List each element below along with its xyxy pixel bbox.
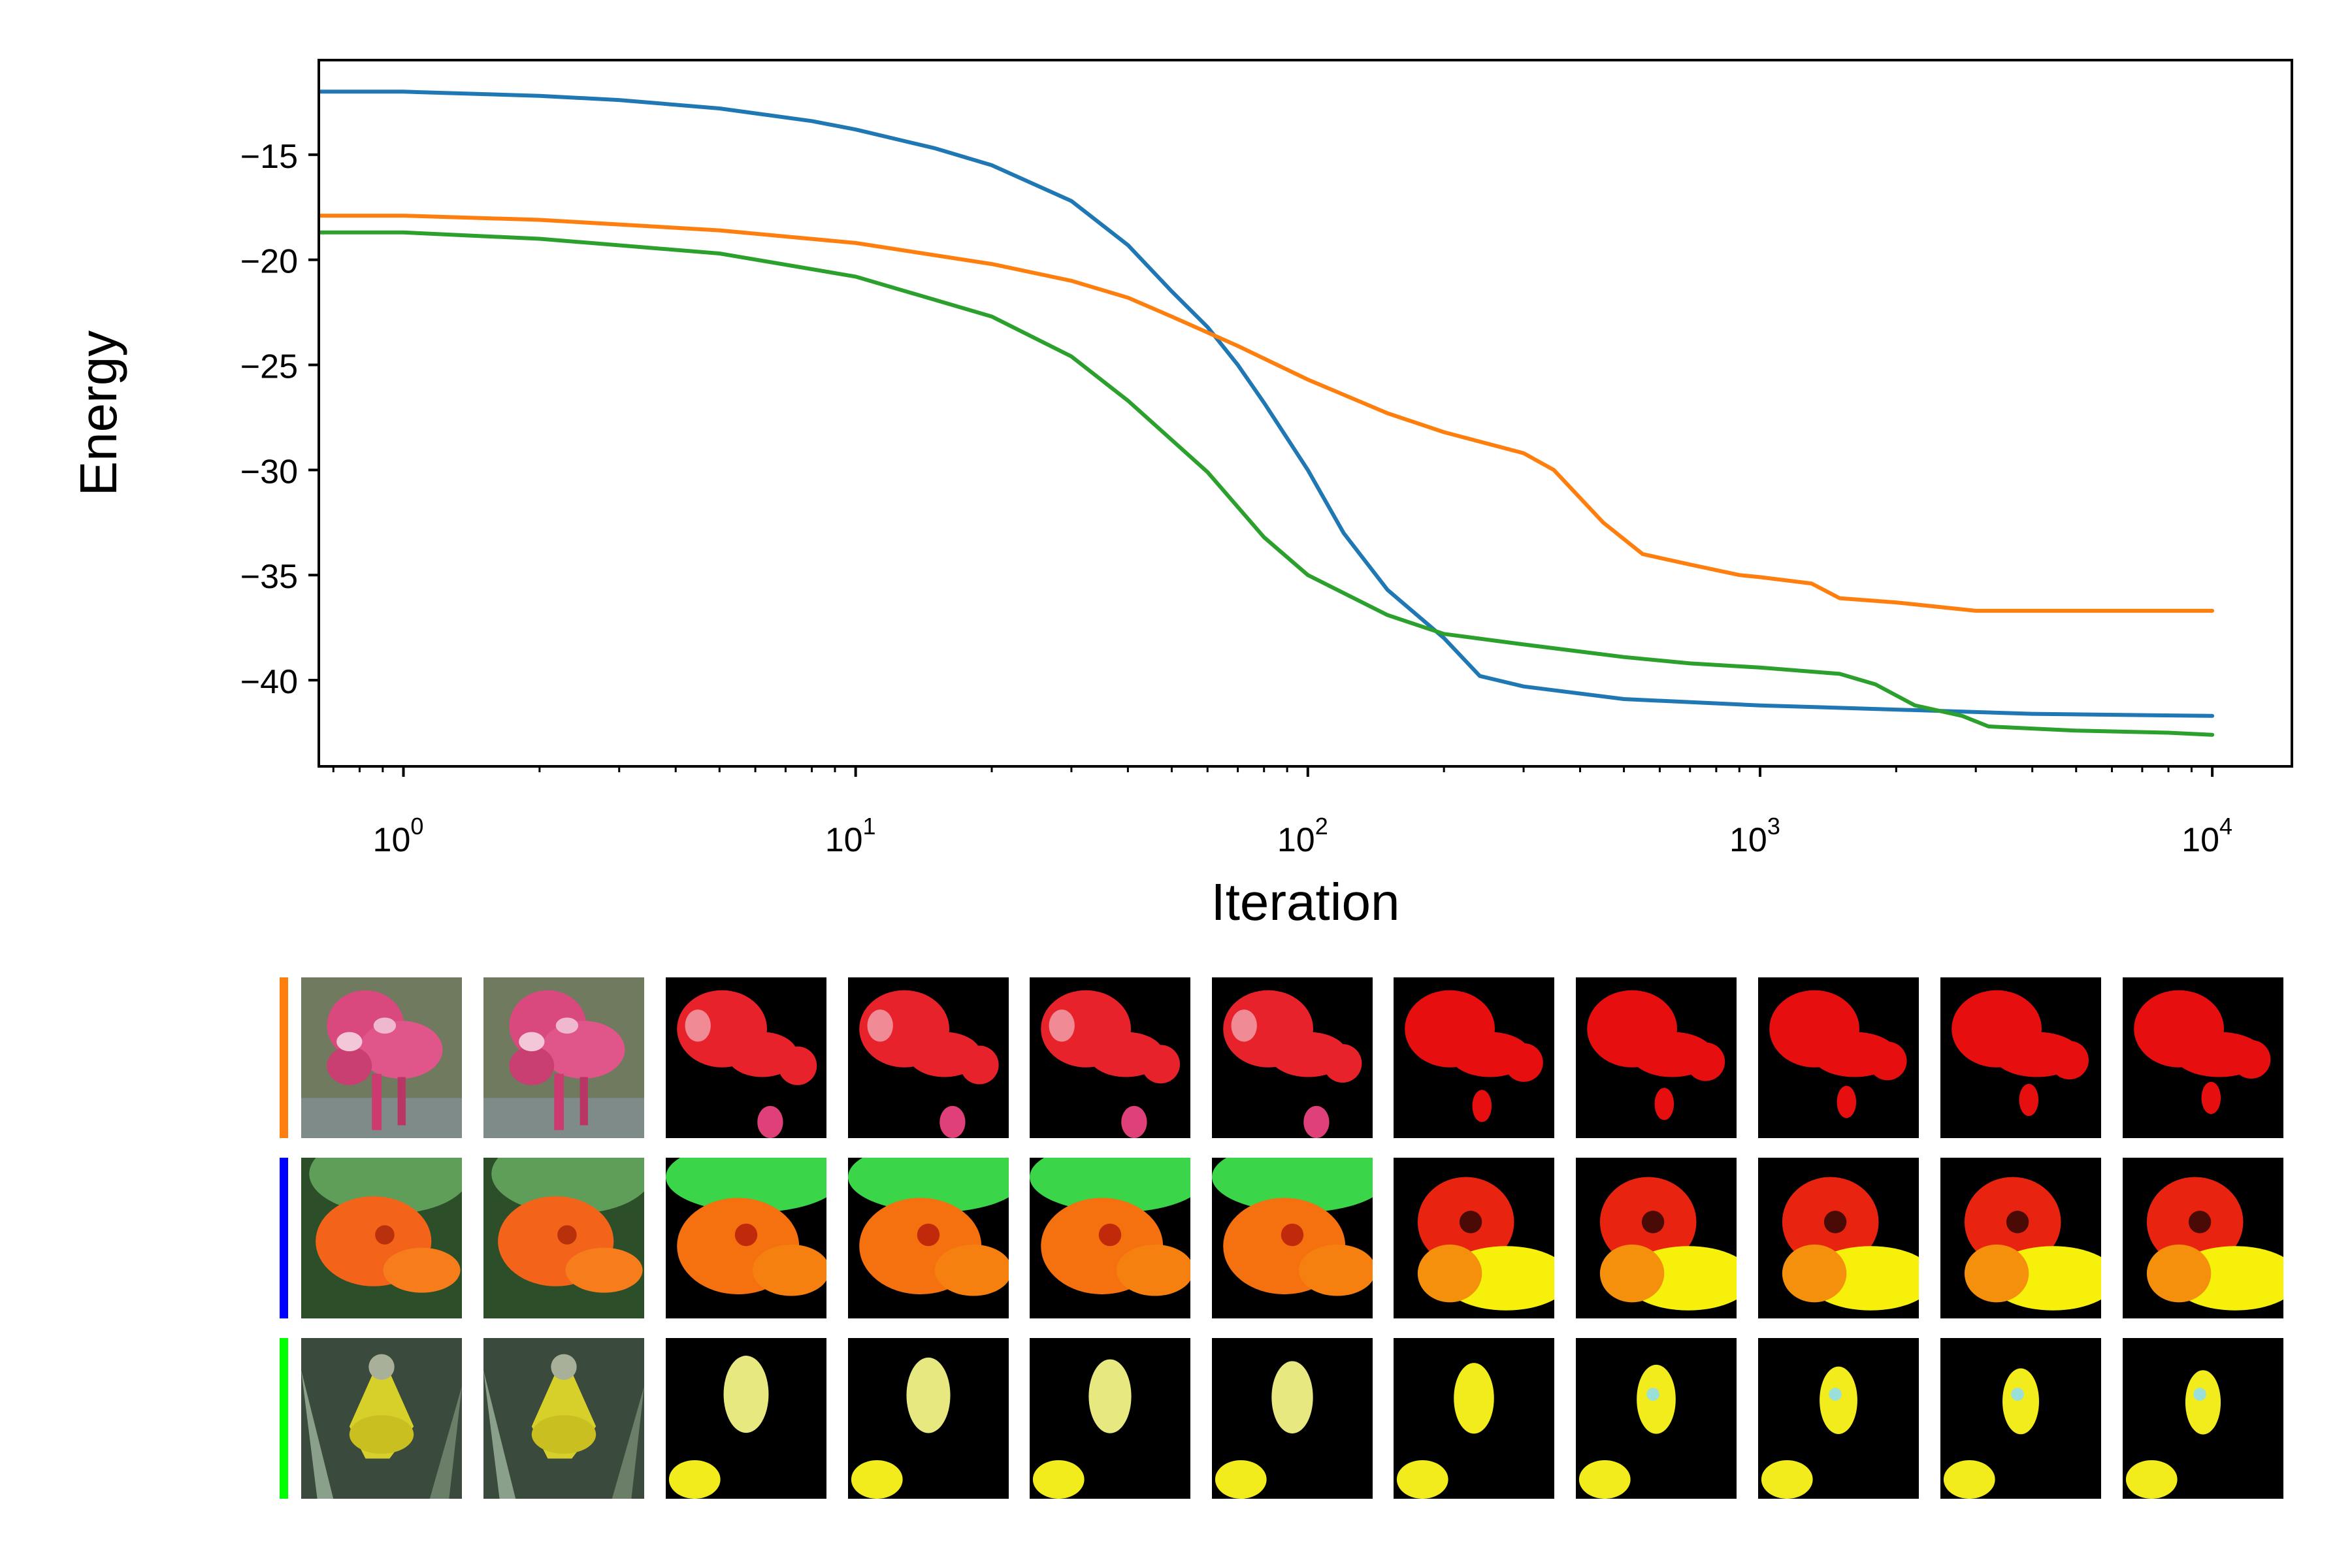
thumbnail-image <box>483 1158 644 1318</box>
plot-area <box>318 59 2293 768</box>
x-tick-label: 102 <box>1277 813 1328 859</box>
thumbnail-image <box>301 1158 462 1318</box>
thumbnail-image <box>2123 1338 2283 1499</box>
row-marker-bar <box>280 977 288 1138</box>
row-marker-bar <box>280 1338 288 1499</box>
thumbnail-image <box>666 977 826 1138</box>
y-tick-label: −20 <box>240 243 298 281</box>
thumbnail-image <box>1212 977 1373 1138</box>
thumbnail-image <box>483 977 644 1138</box>
thumbnail-image <box>1758 977 1919 1138</box>
thumbnail-image <box>1030 1158 1190 1318</box>
thumbnail-image <box>1940 1338 2101 1499</box>
series-line-orange <box>319 214 2215 613</box>
thumbnail-image <box>1576 977 1737 1138</box>
thumbnail-image <box>1576 1158 1737 1318</box>
thumbnail-image <box>1394 977 1554 1138</box>
series-line-green <box>319 230 2215 737</box>
thumbnail-image <box>1758 1338 1919 1499</box>
thumbnail-image <box>483 1338 644 1499</box>
thumbnail-image <box>1758 1158 1919 1318</box>
thumbnail-image <box>301 977 462 1138</box>
y-tick-label: −25 <box>240 348 298 386</box>
thumbnail-image <box>1576 1338 1737 1499</box>
thumbnail-image <box>666 1338 826 1499</box>
x-axis-label: Iteration <box>1211 873 1399 931</box>
y-axis-label: Energy <box>69 331 127 496</box>
x-tick-label: 101 <box>825 813 876 859</box>
thumbnail-image <box>301 1338 462 1499</box>
thumbnail-image <box>1212 1338 1373 1499</box>
row-marker-bar <box>280 1158 288 1318</box>
y-tick-label: −35 <box>240 558 298 596</box>
thumbnail-image <box>848 1158 1009 1318</box>
series-line-blue <box>319 90 2215 718</box>
thumbnail-image <box>1940 977 2101 1138</box>
x-tick-label: 103 <box>1729 813 1780 859</box>
x-tick-label: 104 <box>2181 813 2232 859</box>
thumbnail-image <box>1394 1338 1554 1499</box>
thumbnail-image <box>1030 977 1190 1138</box>
thumbnail-image <box>848 977 1009 1138</box>
thumbnail-image <box>1212 1158 1373 1318</box>
x-tick-label: 100 <box>373 813 424 859</box>
thumbnail-image <box>2123 977 2283 1138</box>
thumbnail-image <box>1394 1158 1554 1318</box>
y-tick-label: −40 <box>240 663 298 701</box>
thumbnail-image <box>666 1158 826 1318</box>
thumbnail-image <box>1940 1158 2101 1318</box>
y-tick-label: −30 <box>240 453 298 491</box>
thumbnail-image <box>848 1338 1009 1499</box>
y-tick-label: −15 <box>240 138 298 176</box>
thumbnail-image <box>1030 1338 1190 1499</box>
thumbnail-image <box>2123 1158 2283 1318</box>
